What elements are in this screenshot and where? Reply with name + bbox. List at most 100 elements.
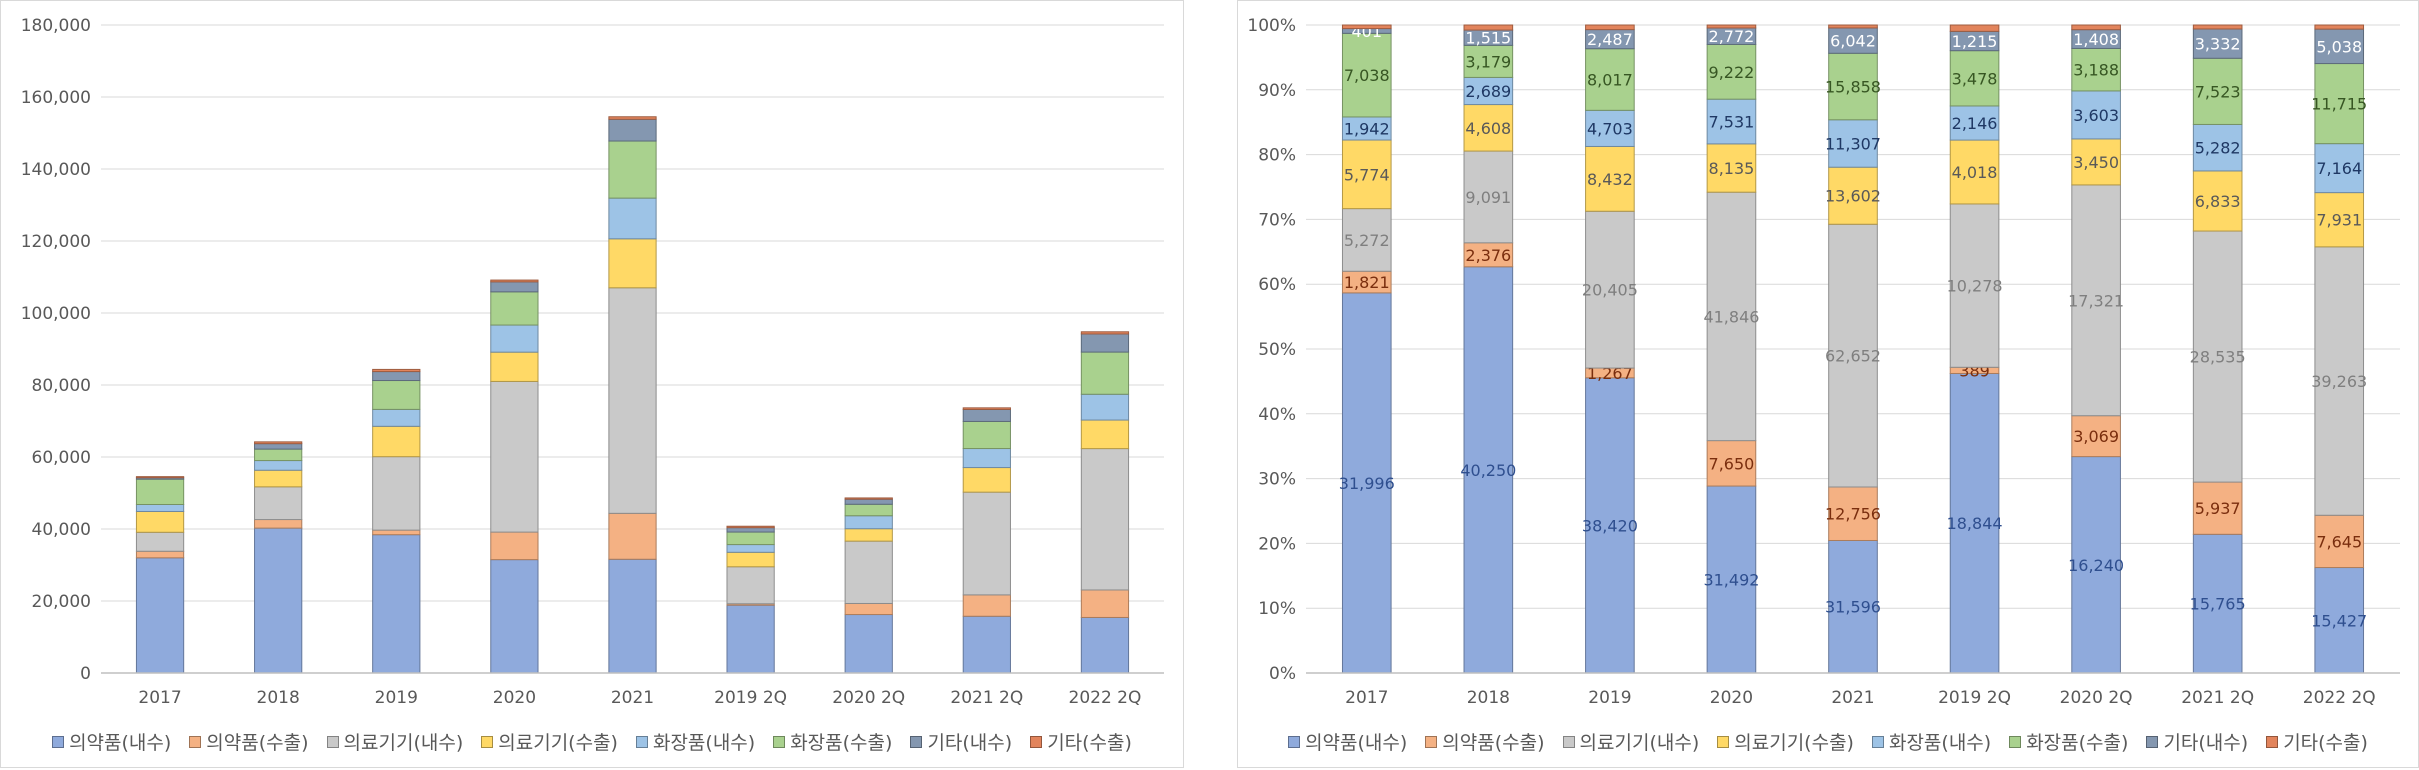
bar-segment-기타(수출) [135, 476, 185, 479]
bar-segment-의료기기(수출) [844, 528, 893, 542]
bar-segment-의료기기(수출) [608, 238, 657, 289]
bar-segment-화장품(수출) [372, 380, 421, 410]
bar-segment-기타(내수) [962, 408, 1011, 422]
x-tick-label: 2017 [138, 688, 181, 708]
legend-item: 의료기기(수출) [1717, 728, 1854, 755]
legend-item: 의약품(내수) [52, 728, 171, 755]
data-label: 15,858 [1825, 78, 1881, 97]
bar-segment-의약품(수출) [372, 529, 421, 536]
legend-swatch [1288, 735, 1301, 748]
data-label: 7,164 [2316, 159, 2362, 178]
x-tick-label: 2021 2Q [950, 688, 1023, 708]
data-label: 15,765 [2190, 595, 2246, 614]
data-label: 18,844 [1947, 514, 2003, 533]
bar-segment-의약품(내수) [2071, 456, 2121, 674]
bar-segment-의약품(수출) [135, 550, 185, 559]
data-label: 9,222 [1709, 63, 1755, 82]
bar-segment-화장품(수출) [844, 503, 893, 517]
data-label: 31,596 [1825, 598, 1881, 617]
bar-segment-화장품(내수) [254, 460, 303, 471]
legend-label: 의약품(내수) [69, 732, 172, 754]
bar-segment-의료기기(내수) [1828, 223, 1878, 488]
data-label: 41,846 [1703, 307, 1759, 326]
bar-segment-기타(내수) [254, 443, 303, 450]
x-tick-label: 2020 2Q [2060, 688, 2133, 708]
data-label: 1,942 [1344, 119, 1390, 138]
bar-segment-의료기기(수출) [2314, 192, 2365, 248]
data-label: 15,427 [2311, 611, 2367, 630]
x-tick-label: 2019 [375, 688, 418, 708]
legend-item: 의료기기(내수) [1562, 728, 1700, 755]
data-label: 11,307 [1825, 134, 1881, 153]
absolute-stacked-bar-chart: 0 20,000 40,000 60,000 80,000 100,000 120,000 1… [21, 16, 1164, 708]
data-label: 5,937 [2195, 499, 2241, 518]
bar-segment-의약품(수출) [254, 519, 303, 529]
x-tick-label: 2017 [1345, 688, 1388, 708]
bar-segment-의료기기(내수) [135, 531, 185, 552]
bar-segment-화장품(내수) [1080, 393, 1130, 421]
bar-segment-의약품(내수) [962, 615, 1011, 674]
chart1-legend: 의약품(내수) 의약품(수출) 의료기기(내수) 의료기기(수출) 화장품(내수) 화장품… [1, 728, 1183, 755]
bar-segment-화장품(내수) [1949, 105, 2000, 141]
bar-segment-기타(수출) [372, 368, 421, 373]
legend-label: 의료기기(내수) [343, 732, 464, 754]
legend-label: 의약품(수출) [1442, 732, 1545, 754]
legend-swatch [773, 735, 786, 748]
bar-segment-화장품(수출) [726, 531, 775, 546]
data-label: 7,650 [1709, 454, 1755, 473]
y-tick-label: 60% [1258, 275, 1296, 295]
bar-segment-화장품(내수) [1585, 109, 1635, 147]
bar-segment-의료기기(수출) [726, 551, 775, 568]
data-label: 2,487 [1587, 30, 1633, 49]
absolute-stacked-chart-panel: 0 20,000 40,000 60,000 80,000 100,000 120,000 1… [0, 0, 1184, 768]
data-label: 20,405 [1582, 281, 1638, 300]
y-tick-label: 90% [1258, 81, 1296, 101]
bar-segment-의료기기(내수) [608, 287, 657, 514]
legend-swatch [52, 735, 65, 748]
bar-segment-화장품(내수) [844, 515, 893, 530]
bar-segment-의약품(수출) [962, 594, 1011, 617]
legend-swatch [1871, 735, 1884, 748]
bar-segment-의약품(내수) [726, 604, 775, 674]
data-label: 2,376 [1465, 246, 1511, 265]
data-label: 2,146 [1952, 114, 1998, 133]
bar-segment-의료기기(수출) [2071, 138, 2121, 186]
bar-segment-의료기기(수출) [135, 510, 185, 533]
bar-segment-기타(수출) [962, 407, 1011, 410]
data-label: 17,321 [2068, 291, 2124, 310]
bar-segment-기타(수출) [1080, 331, 1130, 335]
x-tick-label: 2019 2Q [1938, 688, 2011, 708]
data-label: 31,492 [1703, 571, 1759, 590]
x-tick-label: 2020 2Q [832, 688, 905, 708]
bar-segment-화장품(내수) [490, 324, 539, 353]
bar-segment-의약품(내수) [490, 559, 539, 674]
percent-stacked-chart-panel: 0% 10% 20% 30% 40% 50% 60% 70% 80% 90% 100% 31,996 1… [1237, 0, 2419, 768]
bar-segment-화장품(수출) [135, 478, 185, 506]
legend-item: 화장품(내수) [635, 728, 755, 755]
y-tick-label: 0 [80, 664, 91, 684]
bar-segment-의약품(내수) [254, 527, 303, 674]
bar-segment-기타(내수) [844, 498, 893, 505]
x-tick-label: 2019 2Q [714, 688, 787, 708]
data-label: 39,263 [2311, 372, 2367, 391]
bar-segment-의료기기(수출) [254, 469, 303, 488]
data-label: 1,267 [1587, 364, 1633, 383]
chart2-legend: 의약품(내수) 의약품(수출) 의료기기(내수) 의료기기(수출) 화장품(내수) 화장품… [1238, 728, 2418, 755]
legend-label: 의료기기(내수) [1579, 732, 1700, 754]
bar-segment-의료기기(내수) [844, 540, 893, 604]
bar-segment-의료기기(내수) [1706, 191, 1757, 442]
bar-segment-기타(수출) [1949, 24, 2000, 32]
y-tick-label: 80,000 [32, 376, 91, 396]
bar-segment-화장품(수출) [1463, 44, 1514, 78]
data-label: 16,240 [2068, 556, 2124, 575]
legend-swatch [326, 735, 339, 748]
percent-stacked-bar-chart: 0% 10% 20% 30% 40% 50% 60% 70% 80% 90% 100% 31,996 1… [1247, 16, 2400, 708]
x-tick-label: 2018 [257, 688, 300, 708]
bar-segment-의료기기(수출) [2192, 170, 2243, 232]
data-label: 4,018 [1952, 163, 1998, 182]
x-tick-label: 2020 [1710, 688, 1753, 708]
bar-segment-기타(수출) [1341, 24, 1392, 30]
legend-label: 기타(수출) [2283, 732, 2368, 754]
bar-segment-의료기기(수출) [1828, 166, 1878, 225]
legend-item: 의료기기(수출) [481, 728, 618, 755]
